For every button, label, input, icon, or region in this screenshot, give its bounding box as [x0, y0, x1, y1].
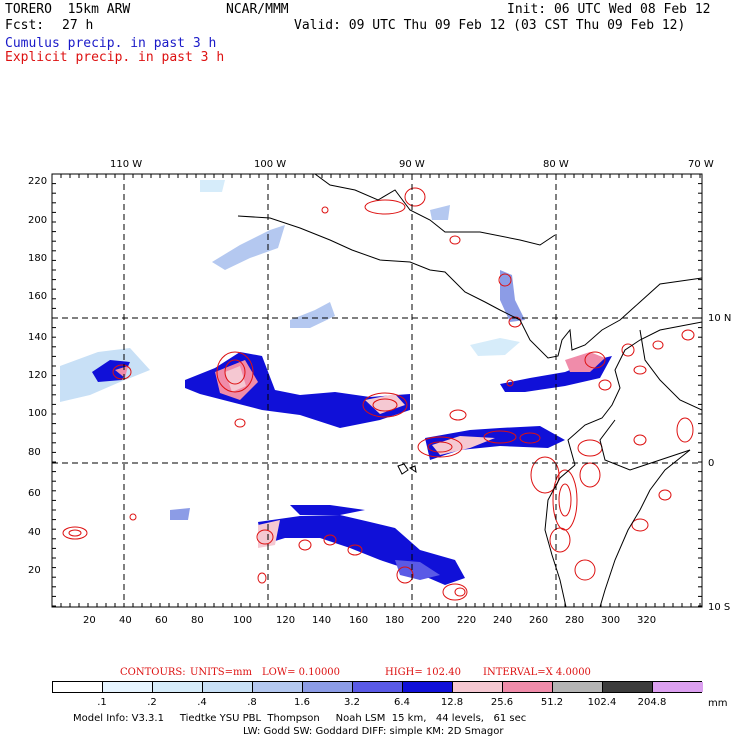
x-tick-80: 80	[191, 615, 204, 626]
x-tick-120: 120	[276, 615, 296, 626]
forecast-label: Fcst:	[5, 18, 45, 33]
x-tick-180: 180	[385, 615, 405, 626]
center-name: NCAR/MMM	[226, 2, 289, 17]
x-tick-140: 140	[312, 615, 332, 626]
colorbar-label: 12.8	[440, 697, 464, 708]
colorbar-swatch	[153, 682, 203, 692]
colorbar-swatch	[553, 682, 603, 692]
y-tick-220: 220	[28, 176, 48, 187]
x-tick-240: 240	[493, 615, 513, 626]
colorbar-swatch	[103, 682, 153, 692]
physics-info: LW: Godd SW: Goddard DIFF: simple KM: 2D…	[243, 726, 504, 737]
lon-label-90w: 90 W	[399, 159, 425, 170]
colorbar-label: 102.4	[587, 697, 617, 708]
explicit-precip-contours	[62, 187, 695, 601]
coastlines	[237, 174, 702, 607]
colorbar-label: .4	[197, 697, 207, 708]
y-tick-160: 160	[28, 291, 48, 302]
colorbar-swatch	[503, 682, 553, 692]
colorbar-label: 25.6	[490, 697, 514, 708]
x-tick-220: 220	[457, 615, 477, 626]
axis-ticks	[51, 173, 702, 607]
forecast-hour: 27 h	[62, 18, 94, 33]
colorbar-swatch	[353, 682, 403, 692]
model-title: TORERO 15km ARW	[5, 2, 131, 17]
model-info: Model Info: V3.3.1 Tiedtke YSU PBL Thomp…	[73, 713, 527, 724]
legend-cumulus: Cumulus precip. in past 3 h	[5, 36, 217, 51]
colorbar-swatch	[403, 682, 453, 692]
colorbar-unit: mm	[708, 698, 728, 709]
lon-label-100w: 100 W	[254, 159, 287, 170]
precip-light-areas	[170, 180, 525, 520]
contour-interval: INTERVAL=X 4.0000	[483, 667, 591, 678]
x-tick-200: 200	[421, 615, 441, 626]
colorbar-swatch	[603, 682, 653, 692]
colorbar-label: .2	[147, 697, 157, 708]
lat-label-0: 0	[708, 458, 715, 469]
valid-time: Valid: 09 UTC Thu 09 Feb 12 (03 CST Thu …	[294, 18, 686, 33]
x-tick-160: 160	[349, 615, 369, 626]
lat-label-10n: 10 N	[708, 313, 732, 324]
x-tick-20: 20	[83, 615, 96, 626]
lon-label-80w: 80 W	[543, 159, 569, 170]
contour-low: LOW= 0.10000	[262, 667, 341, 678]
lat-label-10s: 10 S	[708, 602, 731, 613]
y-tick-120: 120	[28, 370, 48, 381]
y-tick-100: 100	[28, 408, 48, 419]
lat-lon-grid	[52, 174, 702, 607]
colorbar-label: 51.2	[540, 697, 564, 708]
colorbar-label: 204.8	[637, 697, 667, 708]
x-tick-320: 320	[637, 615, 657, 626]
colorbar-swatch	[253, 682, 303, 692]
colorbar-swatch	[653, 682, 703, 692]
contour-units: UNITS=mm	[190, 667, 252, 678]
colorbar-swatch	[453, 682, 503, 692]
colorbar-label: 3.2	[344, 697, 360, 708]
colorbar-swatch	[53, 682, 103, 692]
precip-band-north	[60, 348, 410, 428]
colorbar-label: .8	[247, 697, 257, 708]
x-tick-260: 260	[529, 615, 549, 626]
colorbar-label: .1	[97, 697, 107, 708]
lon-label-70w: 70 W	[688, 159, 714, 170]
y-tick-20: 20	[28, 565, 41, 576]
y-tick-200: 200	[28, 215, 48, 226]
colorbar-swatch	[203, 682, 253, 692]
colorbar-swatch	[303, 682, 353, 692]
contour-label: CONTOURS:	[120, 667, 186, 678]
y-tick-40: 40	[28, 527, 41, 538]
legend-explicit: Explicit precip. in past 3 h	[5, 50, 225, 65]
plot-frame	[51, 173, 703, 608]
x-tick-100: 100	[233, 615, 253, 626]
contour-high: HIGH= 102.40	[385, 667, 461, 678]
y-tick-180: 180	[28, 253, 48, 264]
colorbar-label: 1.6	[294, 697, 310, 708]
colorbar-label: 6.4	[394, 697, 410, 708]
x-tick-300: 300	[601, 615, 621, 626]
y-tick-60: 60	[28, 488, 41, 499]
y-tick-80: 80	[28, 447, 41, 458]
lon-label-110w: 110 W	[110, 159, 143, 170]
y-tick-140: 140	[28, 332, 48, 343]
x-tick-60: 60	[155, 615, 168, 626]
x-tick-280: 280	[565, 615, 585, 626]
x-tick-40: 40	[119, 615, 132, 626]
precip-colorbar	[52, 681, 703, 693]
init-time: Init: 06 UTC Wed 08 Feb 12	[507, 2, 711, 17]
